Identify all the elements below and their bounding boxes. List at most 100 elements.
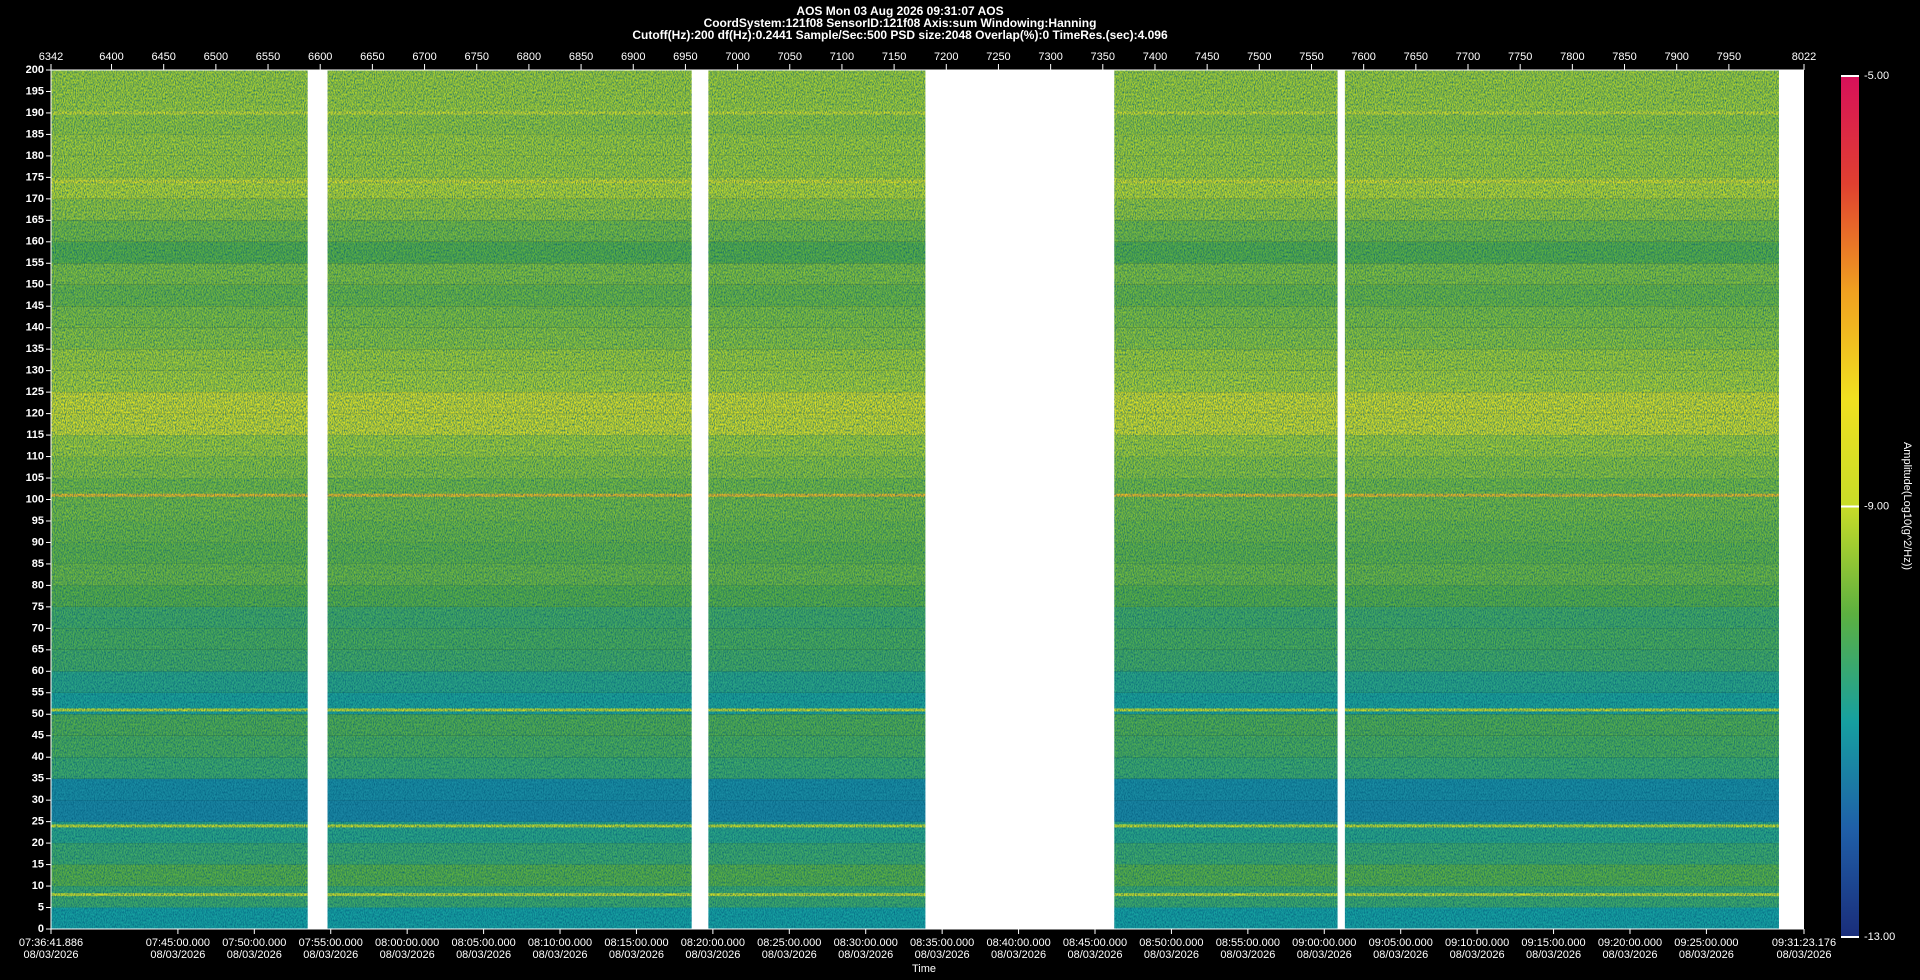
- chart-title: AOS Mon 03 Aug 2026 09:31:07 AOS: [796, 4, 1003, 18]
- y-tick-label: 125: [26, 386, 44, 398]
- x-tick-label: 09:05:00.000: [1369, 937, 1433, 949]
- y-tick-label: 15: [32, 858, 44, 870]
- x2-tick-label: 7300: [1038, 51, 1062, 63]
- colorbar-tick-label: -13.00: [1864, 931, 1895, 943]
- x-tick-label: 09:10:00.000: [1445, 937, 1509, 949]
- colorbar-tick-label: -9.00: [1864, 500, 1889, 512]
- data-gap: [307, 70, 328, 929]
- x-tick-label: 08:20:00.000: [681, 937, 745, 949]
- y-tick-label: 200: [26, 64, 44, 76]
- x-axis-label: Time: [912, 963, 936, 975]
- x2-tick-label: 7550: [1299, 51, 1323, 63]
- x2-tick-label: 7000: [725, 51, 749, 63]
- y-tick-label: 110: [26, 450, 44, 462]
- x-tick-date: 08/03/2026: [456, 949, 511, 961]
- x2-tick-label: 6900: [621, 51, 645, 63]
- x2-tick-label: 7450: [1195, 51, 1219, 63]
- x-tick-date: 08/03/2026: [532, 949, 587, 961]
- y-tick-label: 165: [26, 214, 44, 226]
- x-tick-date: 08/03/2026: [227, 949, 282, 961]
- y-tick-label: 195: [26, 85, 44, 97]
- settings-line: Cutoff(Hz):200 df(Hz):0.2441 Sample/Sec:…: [632, 28, 1168, 42]
- x-tick-label: 08:55:00.000: [1216, 937, 1280, 949]
- x-tick-date: 08/03/2026: [1602, 949, 1657, 961]
- x-tick-label: 08:05:00.000: [451, 937, 515, 949]
- x2-tick-label: 6500: [204, 51, 228, 63]
- x2-tick-label: 7100: [830, 51, 854, 63]
- x-tick-label: 08:40:00.000: [986, 937, 1050, 949]
- data-gap: [691, 70, 709, 929]
- y-tick-label: 140: [26, 322, 44, 334]
- y-tick-label: 120: [26, 408, 44, 420]
- y-tick-label: 170: [26, 193, 44, 205]
- y-tick-label: 25: [32, 816, 44, 828]
- colorbar-tick-label: -5.00: [1864, 70, 1889, 82]
- x-tick-label: 08:30:00.000: [834, 937, 898, 949]
- colorbar-label: Amplitude(Log10(g^2/Hz)): [1901, 442, 1913, 570]
- x2-tick-label: 6550: [256, 51, 280, 63]
- y-tick-label: 100: [26, 493, 44, 505]
- y-tick-label: 155: [26, 257, 44, 269]
- x-tick-date: 08/03/2026: [1297, 949, 1352, 961]
- x2-tick-label: 6750: [464, 51, 488, 63]
- x-tick-date: 08/03/2026: [23, 949, 78, 961]
- x-tick-date: 08/03/2026: [1373, 949, 1428, 961]
- y-tick-label: 30: [32, 794, 44, 806]
- x-tick-label: 09:00:00.000: [1292, 937, 1356, 949]
- y-tick-label: 10: [32, 880, 44, 892]
- y-tick-label: 20: [32, 837, 44, 849]
- x-tick-label: 09:20:00.000: [1598, 937, 1662, 949]
- x-tick-label: 07:36:41.886: [19, 937, 83, 949]
- data-gap: [1337, 70, 1345, 929]
- x-tick-label: 07:50:00.000: [222, 937, 286, 949]
- x-tick-date: 08/03/2026: [1679, 949, 1734, 961]
- y-tick-label: 45: [32, 730, 44, 742]
- x2-tick-label: 6700: [412, 51, 436, 63]
- x-tick-label: 07:45:00.000: [146, 937, 210, 949]
- y-tick-label: 105: [26, 472, 44, 484]
- x-tick-date: 08/03/2026: [685, 949, 740, 961]
- y-tick-label: 70: [32, 622, 44, 634]
- x-tick-label: 08:35:00.000: [910, 937, 974, 949]
- y-tick-label: 5: [38, 901, 44, 913]
- x2-tick-label: 7850: [1612, 51, 1636, 63]
- x-tick-label: 08:50:00.000: [1139, 937, 1203, 949]
- x2-tick-label: 7350: [1091, 51, 1115, 63]
- x2-tick-label: 7200: [934, 51, 958, 63]
- y-tick-label: 190: [26, 107, 44, 119]
- x-tick-date: 08/03/2026: [609, 949, 664, 961]
- x2-tick-label: 6600: [308, 51, 332, 63]
- x-tick-label: 09:31:23.176: [1772, 937, 1836, 949]
- y-tick-label: 185: [26, 128, 44, 140]
- y-tick-label: 160: [26, 236, 44, 248]
- y-tick-label: 175: [26, 171, 44, 183]
- y-tick-label: 180: [26, 150, 44, 162]
- x-tick-date: 08/03/2026: [762, 949, 817, 961]
- y-tick-label: 130: [26, 365, 44, 377]
- x-tick-label: 08:25:00.000: [757, 937, 821, 949]
- y-tick-label: 40: [32, 751, 44, 763]
- x2-tick-label: 7950: [1717, 51, 1741, 63]
- y-tick-label: 35: [32, 773, 44, 785]
- x2-tick-label: 7600: [1351, 51, 1375, 63]
- y-tick-label: 0: [38, 923, 44, 935]
- x-tick-date: 08/03/2026: [150, 949, 205, 961]
- x2-tick-label: 7500: [1247, 51, 1271, 63]
- x2-tick-label: 7900: [1664, 51, 1688, 63]
- x-tick-label: 08:10:00.000: [528, 937, 592, 949]
- x-tick-date: 08/03/2026: [838, 949, 893, 961]
- y-tick-label: 85: [32, 558, 44, 570]
- x-tick-label: 08:00:00.000: [375, 937, 439, 949]
- x2-tick-label: 7050: [778, 51, 802, 63]
- y-tick-label: 90: [32, 536, 44, 548]
- y-tick-label: 145: [26, 300, 44, 312]
- y-tick-label: 135: [26, 343, 44, 355]
- data-gap: [1778, 70, 1804, 929]
- x-tick-date: 08/03/2026: [1144, 949, 1199, 961]
- x-tick-date: 08/03/2026: [303, 949, 358, 961]
- x-tick-date: 08/03/2026: [1526, 949, 1581, 961]
- x2-tick-label: 7400: [1143, 51, 1167, 63]
- x2-tick-label: 6950: [673, 51, 697, 63]
